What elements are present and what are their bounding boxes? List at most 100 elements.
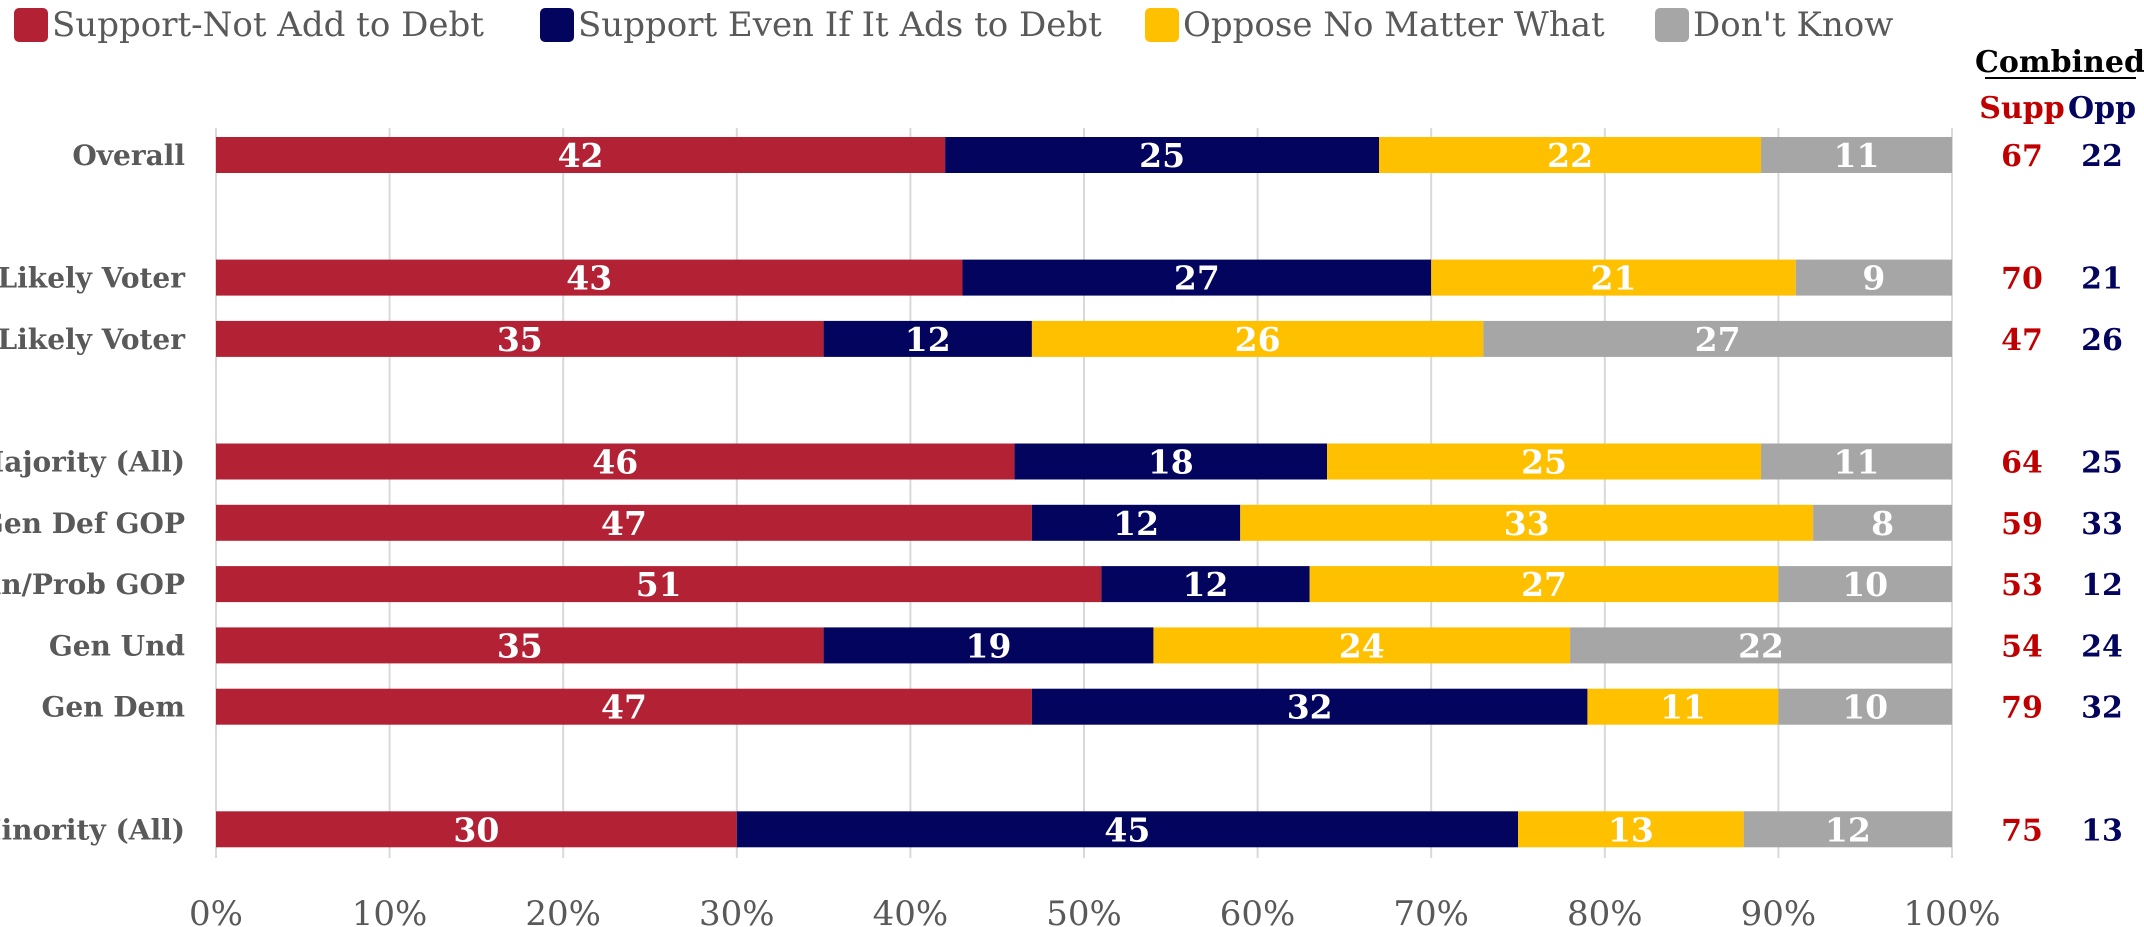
bar-segment: [1483, 320, 1952, 357]
bar-data-label: 32: [1287, 688, 1333, 727]
bar-segment: [1761, 137, 1952, 173]
bar-segment: [1778, 566, 1952, 603]
bar-data-label: 26: [1235, 320, 1281, 359]
bar-data-label: 33: [1504, 504, 1550, 543]
combined-supp-value: 75: [2001, 813, 2043, 848]
legend-swatch: [1655, 8, 1689, 42]
combined-opp-value: 26: [2081, 323, 2123, 358]
bar-segment: [962, 259, 1432, 296]
bar-data-label: 12: [905, 320, 951, 359]
combined-header: Combined: [1975, 45, 2144, 80]
bar-segment: [1153, 627, 1571, 664]
x-tick-label: 60%: [1220, 894, 1296, 927]
category-label: GOP Minority (All): [0, 813, 185, 846]
bar-data-label: 8: [1871, 504, 1894, 543]
combined-opp-value: 13: [2081, 813, 2123, 848]
bar-segment: [1031, 688, 1588, 725]
bar-segment: [216, 504, 1032, 541]
bar-segment: [216, 627, 824, 664]
legend-entry: Oppose No Matter What: [1183, 5, 1605, 45]
bar-data-label: 27: [1174, 259, 1220, 298]
combined-supp-header: Supp: [1979, 91, 2064, 126]
bar-segment: [216, 137, 946, 173]
legend-swatch: [540, 8, 574, 42]
bar-data-label: 45: [1104, 810, 1150, 849]
legend-entry: Support-Not Add to Debt: [52, 5, 484, 45]
bar-segment: [1379, 137, 1762, 173]
bar-segment: [945, 137, 1380, 173]
bar-segment: [216, 259, 963, 296]
bar-segment: [216, 811, 737, 848]
bar-data-label: 22: [1738, 626, 1784, 665]
legend-entry: Support Even If It Ads to Debt: [578, 5, 1102, 45]
combined-opp-value: 24: [2081, 629, 2123, 664]
x-axis-ticks: 0% 10% 20% 30% 40% 50% 60% 70% 80% 90% 100%: [189, 894, 2001, 927]
category-label: Less Likely Voter: [0, 323, 186, 356]
bar-data-label: 19: [966, 626, 1012, 665]
bar-segment: [1795, 259, 1952, 296]
bar-data-label: 47: [601, 688, 647, 727]
combined-opp-value: 21: [2081, 262, 2123, 297]
bar-segment: [1101, 566, 1310, 603]
category-label: Gen Lean/Prob GOP: [0, 568, 185, 601]
bar-segment: [1813, 504, 1952, 541]
combined-supp-value: 54: [2001, 629, 2043, 664]
grid-lines: [215, 128, 1953, 858]
category-label: Gen Und: [49, 629, 185, 662]
combined-table: Combined Supp Opp 67 22 70 21 47 26 64 25 59 33 53…: [1975, 45, 2144, 848]
category-label: Likely Voter: [0, 262, 186, 295]
bar-data-label: 47: [601, 504, 647, 543]
x-tick-label: 80%: [1567, 894, 1643, 927]
category-label: Gen Def GOP: [0, 507, 185, 540]
bar-data-label: 35: [497, 320, 543, 359]
bar-segment: [216, 320, 824, 357]
category-labels: Overall Likely Voter Less Likely Voter GOP …: [0, 139, 186, 846]
bar-data-label: 30: [453, 810, 499, 849]
bar-segment: [1031, 320, 1484, 357]
legend-swatch: [14, 8, 48, 42]
legend-swatch: [1145, 8, 1179, 42]
combined-supp-value: 70: [2001, 262, 2043, 297]
bar-data-label: 12: [1113, 504, 1159, 543]
combined-opp-value: 12: [2081, 568, 2123, 603]
legend: Support-Not Add to Debt Support Even If I…: [14, 5, 1893, 45]
combined-supp-value: 59: [2001, 507, 2043, 542]
bar-data-label: 11: [1834, 443, 1880, 482]
bar-segment: [1031, 504, 1241, 541]
bar-data-label: 42: [558, 136, 604, 175]
bar-data-label: 21: [1591, 259, 1637, 298]
bar-data-label: 12: [1183, 565, 1229, 604]
bar-data-label: 13: [1608, 810, 1654, 849]
x-tick-label: 70%: [1393, 894, 1469, 927]
bar-segment: [736, 811, 1518, 848]
bar-segment: [1518, 811, 1744, 848]
x-tick-label: 50%: [1046, 894, 1122, 927]
combined-opp-value: 25: [2081, 446, 2123, 481]
bar-data-label: 25: [1139, 136, 1185, 175]
bars: 42 25 22 11 43 27 21 9 35 12 26 27 46 18 25 11 47 12 33 8 51…: [216, 136, 1952, 849]
bar-data-label: 27: [1521, 565, 1567, 604]
x-tick-label: 30%: [699, 894, 775, 927]
category-label: Gen Dem: [41, 691, 185, 724]
category-label: GOP Majority (All): [0, 446, 185, 479]
combined-supp-value: 53: [2001, 568, 2043, 603]
bar-segment: [1431, 259, 1796, 296]
bar-data-label: 25: [1521, 443, 1567, 482]
bar-data-label: 11: [1660, 688, 1706, 727]
bar-data-label: 43: [566, 259, 612, 298]
legend-entry: Don't Know: [1693, 5, 1893, 45]
combined-supp-value: 79: [2001, 691, 2043, 726]
bar-segment: [1743, 811, 1952, 848]
bar-segment: [1761, 443, 1952, 480]
bar-segment: [1587, 688, 1779, 725]
bar-segment: [1309, 566, 1779, 603]
bar-data-label: 46: [592, 443, 638, 482]
x-tick-label: 40%: [873, 894, 949, 927]
bar-data-label: 35: [497, 626, 543, 665]
x-tick-label: 0%: [189, 894, 243, 927]
combined-opp-value: 32: [2081, 691, 2123, 726]
x-tick-label: 10%: [352, 894, 428, 927]
bar-data-label: 12: [1825, 810, 1871, 849]
bar-segment: [1327, 443, 1762, 480]
